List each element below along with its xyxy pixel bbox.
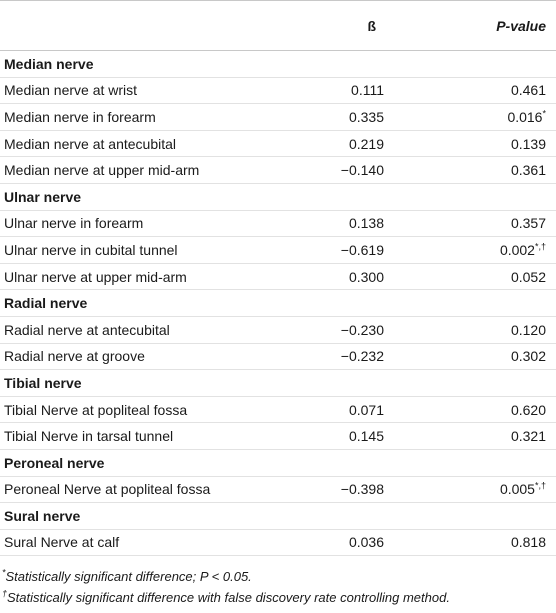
p-value: 0.005 <box>499 481 535 498</box>
row-label: Ulnar nerve in cubital tunnel <box>0 236 290 264</box>
beta-cell: 0.111 <box>290 77 390 105</box>
p-value: 0.620 <box>510 401 546 418</box>
row-label: Median nerve at wrist <box>0 77 290 105</box>
data-row: Median nerve at upper mid-arm −0.140 0.361 <box>0 156 556 184</box>
group-row: Sural nerve <box>0 502 556 530</box>
group-row: Ulnar nerve <box>0 183 556 211</box>
header-p-text: P-value <box>496 17 546 34</box>
p-cell: 0.357 <box>390 210 556 238</box>
row-label: Radial nerve at antecubital <box>0 316 290 344</box>
row-label: Ulnar nerve in forearm <box>0 210 290 238</box>
p-value: 0.361 <box>510 162 546 179</box>
row-label: Median nerve at antecubital <box>0 130 290 158</box>
p-cell: 0.361 <box>390 156 556 184</box>
data-row: Tibial Nerve in tarsal tunnel 0.145 0.321 <box>0 422 556 450</box>
p-value: 0.139 <box>510 135 546 152</box>
p-cell: 0.002*,† <box>390 236 556 264</box>
beta-cell: −0.140 <box>290 156 390 184</box>
p-cell: 0.461 <box>390 77 556 105</box>
results-table: ß P-value Median nerve Median nerve at wr… <box>0 0 556 557</box>
footnotes: *Statistically significant difference; P… <box>0 567 556 606</box>
group-row: Tibial nerve <box>0 369 556 397</box>
p-value: 0.120 <box>510 321 546 338</box>
row-label: Peroneal Nerve at popliteal fossa <box>0 476 290 504</box>
data-row: Radial nerve at groove −0.232 0.302 <box>0 343 556 371</box>
footnote-mark: † <box>2 588 8 599</box>
group-name: Median nerve <box>0 50 556 78</box>
p-cell: 0.818 <box>390 529 556 557</box>
data-row: Ulnar nerve in forearm 0.138 0.357 <box>0 210 556 238</box>
data-row: Ulnar nerve in cubital tunnel −0.619 0.002… <box>0 236 556 264</box>
beta-cell: −0.619 <box>290 236 390 264</box>
beta-cell: 0.219 <box>290 130 390 158</box>
group-name: Peroneal nerve <box>0 449 556 477</box>
data-row: Tibial Nerve at popliteal fossa 0.071 0.62… <box>0 396 556 424</box>
p-cell: 0.052 <box>390 263 556 291</box>
p-cell: 0.139 <box>390 130 556 158</box>
row-label: Ulnar nerve at upper mid-arm <box>0 263 290 291</box>
beta-cell: 0.071 <box>290 396 390 424</box>
row-label: Sural Nerve at calf <box>0 529 290 557</box>
p-value: 0.818 <box>510 534 546 551</box>
data-row: Ulnar nerve at upper mid-arm 0.300 0.052 <box>0 263 556 291</box>
group-name: Sural nerve <box>0 502 556 530</box>
table-body: Median nerve Median nerve at wrist 0.111 0.… <box>0 50 556 557</box>
data-row: Peroneal Nerve at popliteal fossa −0.398 0… <box>0 476 556 504</box>
header-p: P-value <box>390 0 556 51</box>
beta-cell: 0.145 <box>290 422 390 450</box>
p-cell: 0.302 <box>390 343 556 371</box>
header-row: ß P-value <box>0 0 556 51</box>
row-label: Median nerve at upper mid-arm <box>0 156 290 184</box>
data-row: Radial nerve at antecubital −0.230 0.120 <box>0 316 556 344</box>
p-note: * <box>542 108 546 119</box>
beta-cell: 0.335 <box>290 103 390 131</box>
data-row: Median nerve at wrist 0.111 0.461 <box>0 77 556 105</box>
footnote-mark: * <box>2 567 6 578</box>
p-cell: 0.016* <box>390 103 556 131</box>
beta-cell: −0.398 <box>290 476 390 504</box>
row-label: Tibial Nerve in tarsal tunnel <box>0 422 290 450</box>
beta-cell: −0.232 <box>290 343 390 371</box>
p-cell: 0.620 <box>390 396 556 424</box>
beta-cell: −0.230 <box>290 316 390 344</box>
header-cell <box>0 0 290 51</box>
group-name: Tibial nerve <box>0 369 556 397</box>
group-name: Radial nerve <box>0 289 556 317</box>
p-value: 0.321 <box>510 428 546 445</box>
footnote-text: Statistically significant difference; P … <box>5 569 252 585</box>
p-cell: 0.120 <box>390 316 556 344</box>
footnote-text: Statistically significant difference wit… <box>7 590 450 606</box>
p-value: 0.357 <box>510 215 546 232</box>
beta-cell: 0.036 <box>290 529 390 557</box>
group-name: Ulnar nerve <box>0 183 556 211</box>
beta-cell: 0.300 <box>290 263 390 291</box>
p-value: 0.461 <box>510 82 546 99</box>
p-value: 0.002 <box>499 241 535 258</box>
row-label: Tibial Nerve at popliteal fossa <box>0 396 290 424</box>
data-row: Median nerve in forearm 0.335 0.016* <box>0 103 556 131</box>
row-label: Median nerve in forearm <box>0 103 290 131</box>
beta-cell: 0.138 <box>290 210 390 238</box>
row-label: Radial nerve at groove <box>0 343 290 371</box>
p-cell: 0.321 <box>390 422 556 450</box>
group-row: Median nerve <box>0 50 556 78</box>
group-row: Peroneal nerve <box>0 449 556 477</box>
p-value: 0.052 <box>510 268 546 285</box>
footnote: †Statistically significant difference wi… <box>0 588 556 606</box>
p-note: *,† <box>534 480 546 491</box>
data-row: Median nerve at antecubital 0.219 0.139 <box>0 130 556 158</box>
p-cell: 0.005*,† <box>390 476 556 504</box>
group-row: Radial nerve <box>0 289 556 317</box>
p-value: 0.016 <box>507 108 543 125</box>
header-beta: ß <box>290 0 390 51</box>
p-value: 0.302 <box>510 348 546 365</box>
footnote: *Statistically significant difference; P… <box>0 567 556 585</box>
data-row: Sural Nerve at calf 0.036 0.818 <box>0 529 556 557</box>
p-note: *,† <box>534 241 546 252</box>
